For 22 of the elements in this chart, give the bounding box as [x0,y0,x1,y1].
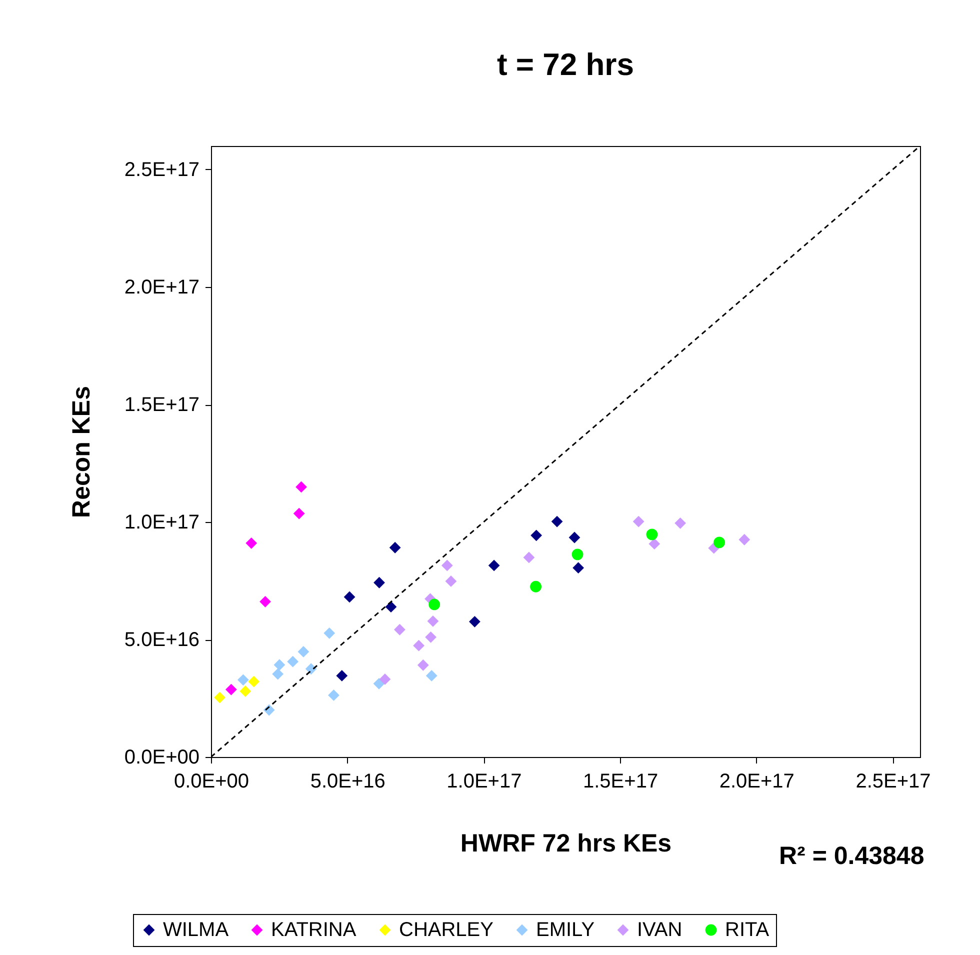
x-axis-title: HWRF 72 hrs KEs [460,830,672,858]
x-tick-label: 5.0E+16 [310,770,386,792]
y-tick-label: 2.5E+17 [124,159,200,181]
legend-label: CHARLEY [399,919,494,941]
chart-title: t = 72 hrs [497,47,634,82]
text: R² = 0.43848 [779,842,924,871]
legend-label: WILMA [163,919,230,941]
x-tick-label: 1.0E+17 [446,770,522,792]
x-tick-label: 2.5E+17 [856,770,931,792]
y-axis-title: Recon KEs [67,386,96,518]
x-tick-label: 2.0E+17 [719,770,794,792]
legend-label: RITA [725,919,770,941]
legend-label: KATRINA [271,919,357,941]
x-tick-label: 1.5E+17 [583,770,658,792]
legend-label: IVAN [637,919,682,941]
x-tick-label: 0.0E+00 [174,770,250,792]
y-tick-label: 5.0E+16 [124,629,200,651]
legend-label: EMILY [536,919,595,941]
y-tick-label: 2.0E+17 [124,276,200,298]
y-tick-label: 0.0E+00 [124,746,200,768]
y-tick-label: 1.0E+17 [124,512,200,534]
y-tick-label: 1.5E+17 [124,394,200,416]
